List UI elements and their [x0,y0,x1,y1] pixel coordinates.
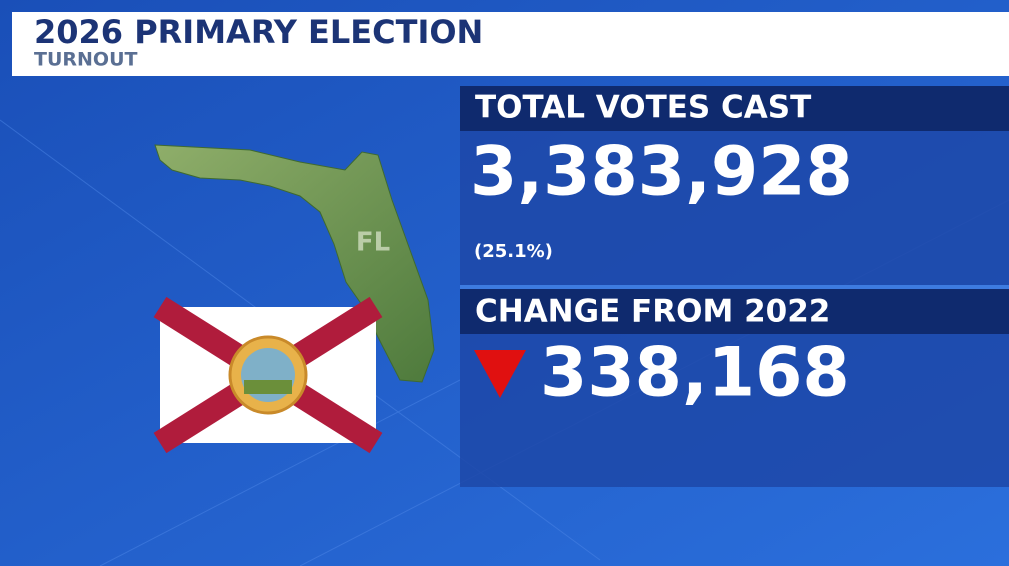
panel-divider [460,285,1009,289]
header-bar [12,12,1009,76]
panel-label: CHANGE FROM 2022 [475,294,830,330]
header-subtitle: TURNOUT [34,49,138,71]
florida-flag [153,296,383,454]
florida-map [154,144,435,383]
map-label: FL [356,228,390,258]
panel-header [460,86,1009,131]
panel-header [460,289,1009,334]
panel-note: (25.1%) [474,241,553,262]
header-title: 2026 PRIMARY ELECTION [34,13,483,51]
panel-value: 338,168 [540,334,850,413]
panel-label: TOTAL VOTES CAST [475,90,811,126]
down-arrow [474,350,526,398]
panel-value: 3,383,928 [470,133,853,212]
